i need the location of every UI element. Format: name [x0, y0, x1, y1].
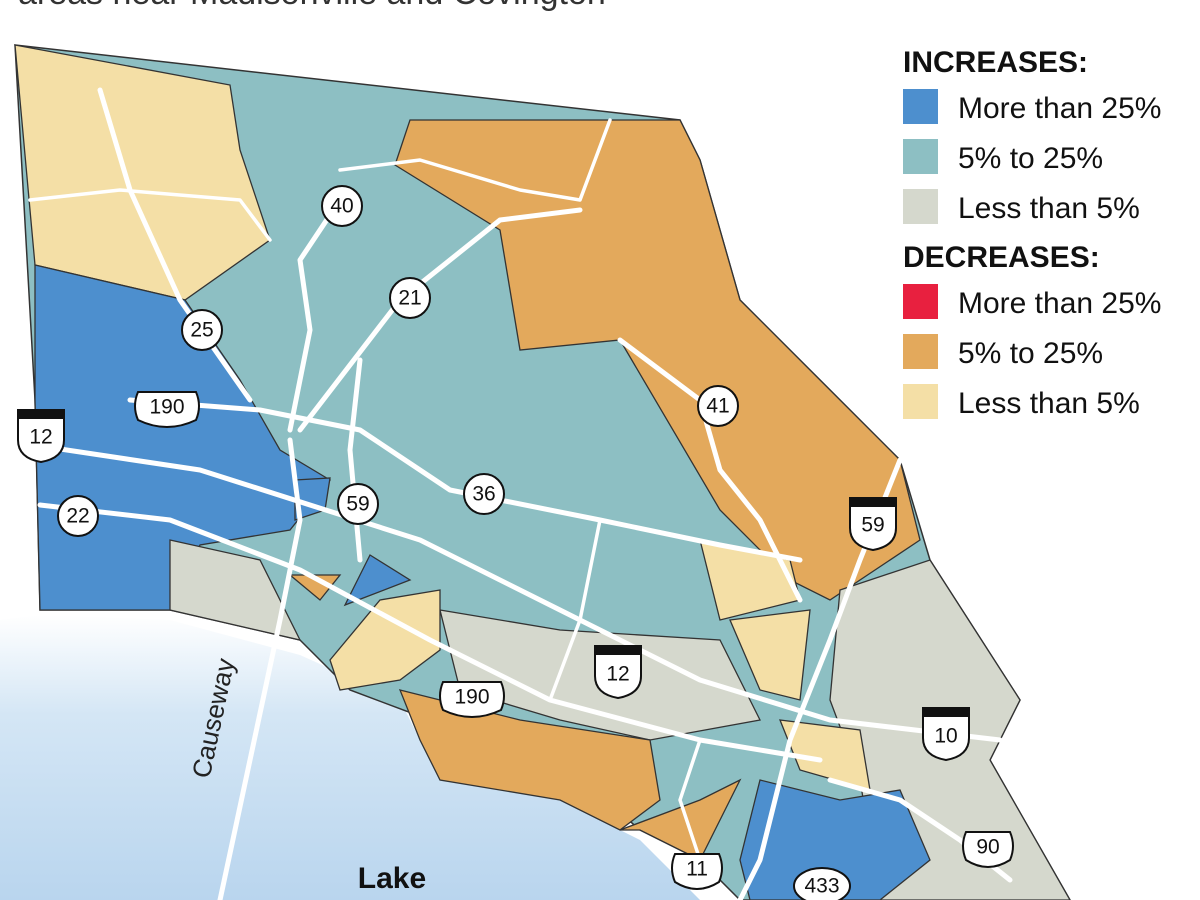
road-label: 22: [66, 505, 89, 528]
road-label: 25: [190, 319, 213, 342]
lake: [0, 615, 700, 900]
legend-swatch: [903, 89, 938, 124]
legend-swatch: [903, 139, 938, 174]
road-label: 433: [804, 875, 839, 898]
road-label: 12: [29, 426, 52, 449]
legend-swatch: [903, 284, 938, 319]
road-label: 40: [330, 195, 353, 218]
region: [729, 609, 811, 701]
road-label: 21: [398, 287, 421, 310]
legend-label: Less than 5%: [958, 192, 1140, 225]
road-label: 90: [976, 836, 999, 859]
road-label: 190: [149, 396, 184, 419]
legend-label: 5% to 25%: [958, 337, 1103, 370]
legend-label: Less than 5%: [958, 387, 1140, 420]
road-label: 41: [706, 395, 729, 418]
legend-label: More than 25%: [958, 92, 1161, 125]
title: areas near Madisonville and Covington: [18, 0, 606, 12]
region: [329, 589, 441, 691]
road-label: 190: [454, 686, 489, 709]
road-label: 11: [686, 858, 708, 881]
lake-label: Lake: [358, 862, 426, 895]
region: [619, 778, 742, 861]
legend-label: 5% to 25%: [958, 142, 1103, 175]
region: [34, 264, 331, 611]
road-label: 12: [606, 663, 629, 686]
legend-heading: DECREASES:: [903, 241, 1100, 274]
road-shields: 40 21 25 190 12 22 59 36 41 59 12 190 10…: [17, 185, 1014, 900]
legend-label: More than 25%: [958, 287, 1161, 320]
legend: INCREASES: More than 25% 5% to 25% Less tha…: [903, 46, 1161, 420]
road-label: 36: [472, 483, 495, 506]
region: [739, 779, 931, 900]
region: [169, 539, 302, 641]
legend-swatch: [903, 334, 938, 369]
region: [394, 119, 921, 601]
road-label: 10: [934, 725, 957, 748]
legend-swatch: [903, 384, 938, 419]
legend-swatch: [903, 189, 938, 224]
road-label: 59: [861, 514, 884, 537]
road-label: 59: [346, 493, 369, 516]
region: [343, 554, 412, 607]
legend-heading: INCREASES:: [903, 46, 1088, 79]
